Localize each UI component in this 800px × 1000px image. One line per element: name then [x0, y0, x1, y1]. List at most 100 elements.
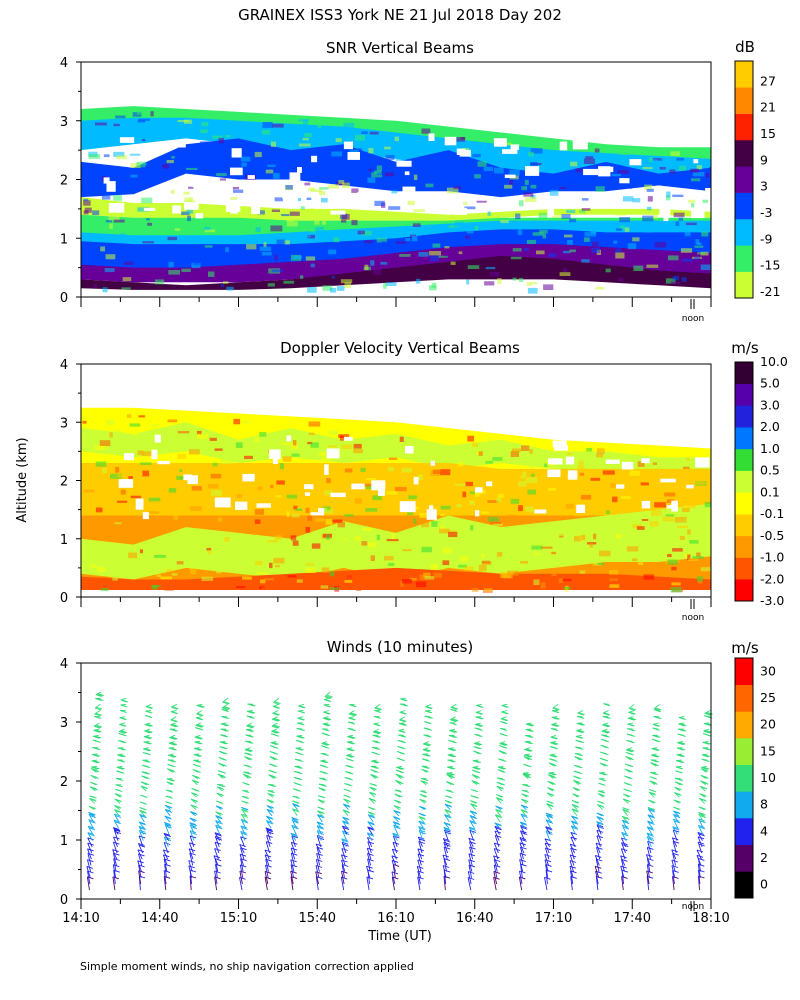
wind-barb: [627, 722, 634, 725]
snr-cell: [633, 265, 644, 271]
snr-cell: [591, 247, 601, 253]
doppler-cell: [541, 546, 553, 549]
wind-barb-flag: [418, 841, 425, 844]
wind-barb: [138, 826, 145, 835]
wind-barb-flag: [119, 730, 127, 734]
winds-colorbar-swatch: [735, 658, 753, 685]
snr-cell: [474, 226, 479, 231]
wind-barb: [443, 858, 447, 872]
wind-barb-flag: [168, 778, 175, 782]
wind-barb: [545, 814, 552, 823]
wind-barb-flag: [599, 778, 607, 782]
wind-barb-flag: [397, 781, 404, 785]
wind-barb: [476, 703, 482, 706]
wind-barb-flag: [706, 711, 713, 715]
wind-barb: [162, 854, 168, 866]
wind-barb-flag: [596, 875, 603, 879]
wind-barb: [647, 820, 653, 829]
wind-barb: [469, 815, 476, 823]
doppler-ytick-label: 3: [60, 416, 68, 431]
snr-gap: [108, 203, 125, 213]
doppler-cell: [141, 451, 152, 457]
wind-barb: [342, 820, 348, 829]
doppler-cell: [95, 461, 107, 467]
wind-barb-flag: [245, 748, 253, 752]
doppler-cell: [267, 509, 276, 514]
wind-barb: [647, 814, 654, 823]
snr-cell: [605, 268, 611, 273]
snr-cell: [113, 151, 125, 157]
wind-barb: [496, 785, 503, 792]
snr-cell: [191, 262, 201, 269]
wind-barb: [393, 824, 399, 835]
snr-cell: [422, 235, 434, 238]
snr-cell: [477, 161, 487, 167]
wind-barb-flag: [267, 816, 274, 820]
snr-cell: [305, 256, 316, 261]
doppler-cell: [533, 579, 540, 585]
wind-barb-flag: [115, 793, 123, 797]
snr-cell: [146, 218, 150, 221]
wind-barb-flag: [139, 813, 146, 817]
doppler-cell: [368, 542, 376, 548]
doppler-cell: [209, 437, 217, 441]
snr-cell: [212, 135, 223, 139]
wind-barb-flag: [266, 808, 274, 812]
wind-barb-flag: [120, 740, 127, 744]
wind-barb: [628, 710, 635, 713]
wind-barb-flag: [448, 766, 456, 770]
wind-barb-flag: [169, 754, 176, 758]
wind-barb: [672, 810, 679, 817]
winds-colorbar-swatch: [735, 818, 753, 845]
snr-cell: [259, 246, 272, 251]
snr-gap: [106, 181, 116, 192]
snr-cell: [208, 271, 215, 277]
wind-barb-flag: [418, 836, 425, 840]
wind-barb: [188, 842, 194, 854]
wind-barb: [291, 825, 297, 835]
doppler-cell: [629, 493, 641, 499]
wind-barb-flag: [350, 712, 358, 716]
wind-barb-flag: [443, 826, 450, 830]
wind-barb: [621, 815, 628, 823]
wind-barb-flag: [317, 835, 324, 838]
snr-cell: [509, 179, 513, 186]
wind-barb: [594, 855, 600, 866]
wind-barb-flag: [398, 758, 405, 762]
doppler-cell: [482, 560, 491, 564]
wind-barb-flag: [192, 779, 199, 783]
wind-barb-flag: [369, 798, 377, 802]
wind-barb-flag: [138, 821, 146, 825]
wind-barb-flag: [602, 752, 609, 756]
wind-barb-flag: [629, 717, 637, 721]
snr-cell: [497, 278, 502, 284]
snr-cell: [418, 252, 429, 257]
doppler-cell: [210, 473, 222, 479]
wind-barb-flag: [391, 855, 398, 859]
doppler-cell: [421, 546, 432, 553]
wind-barb-flag: [629, 707, 637, 711]
wind-barb-flag: [113, 827, 120, 831]
doppler-cell: [126, 414, 132, 418]
snr-cell: [331, 276, 335, 279]
doppler-cell: [224, 505, 236, 511]
wind-barb-flag: [400, 711, 407, 715]
wind-barb-flag: [572, 809, 579, 813]
doppler-cell: [255, 560, 263, 566]
wind-barb-flag: [347, 748, 354, 752]
wind-barb: [138, 830, 144, 841]
wind-barb: [239, 864, 244, 878]
wind-barb-flag: [701, 767, 708, 770]
wind-barb-flag: [622, 815, 629, 819]
wind-barb: [315, 843, 321, 854]
doppler-cell: [386, 539, 399, 542]
wind-barb: [86, 866, 91, 878]
doppler-colorbar-swatch: [735, 470, 753, 493]
snr-cell: [304, 133, 312, 138]
doppler-cell: [548, 487, 556, 491]
doppler-cell: [370, 555, 375, 561]
doppler-cell: [556, 530, 569, 537]
wind-barb-flag: [115, 805, 122, 809]
wind-barb: [273, 697, 280, 703]
